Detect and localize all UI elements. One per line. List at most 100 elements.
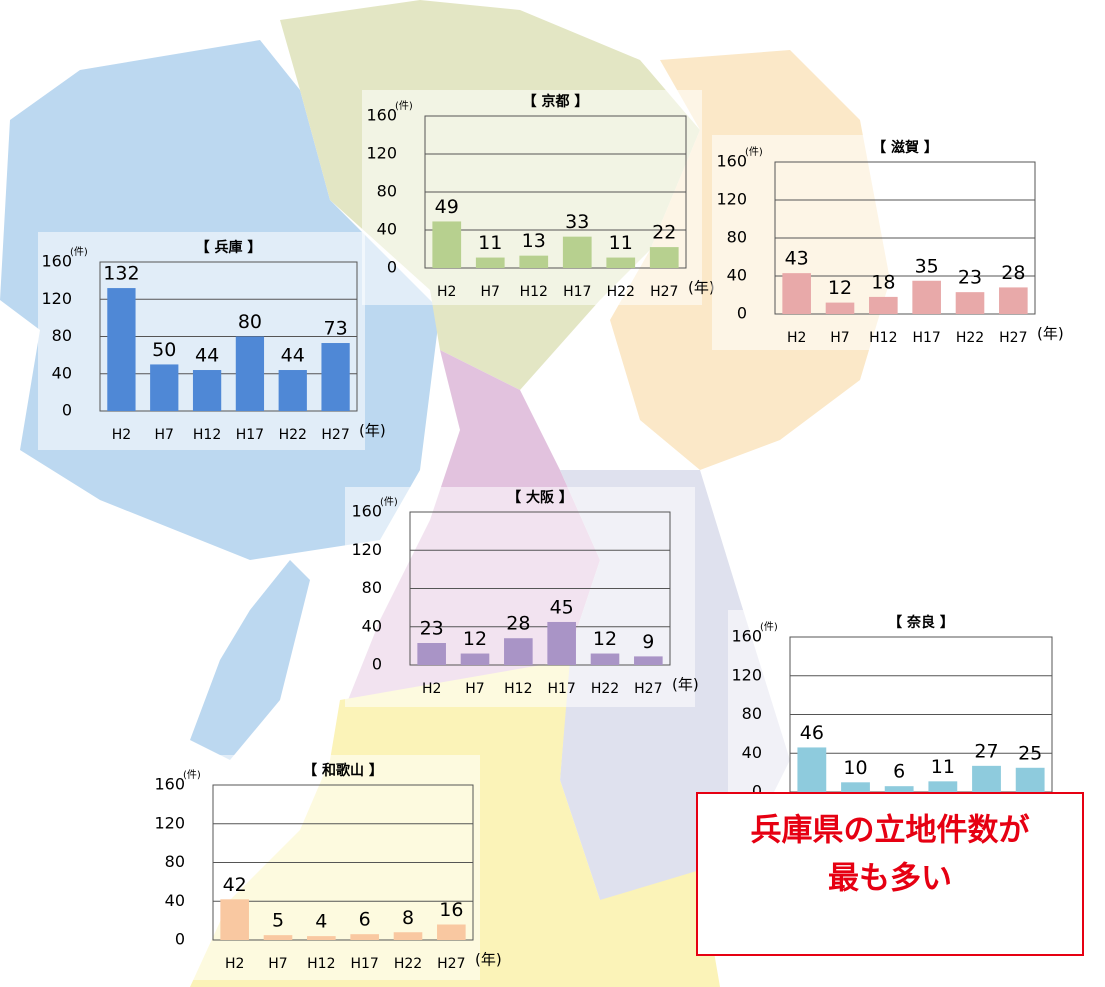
chart-title: 【 滋賀 】: [872, 139, 938, 156]
plot-frame: [212, 784, 474, 941]
x-tick-label: H7: [465, 681, 484, 697]
x-tick-label: H2: [112, 427, 131, 443]
note-line: 最も多い: [828, 861, 952, 897]
bar: [606, 257, 636, 268]
value-label: 13: [522, 230, 546, 252]
y-tick-label: 0: [387, 258, 397, 277]
x-tick-label: H7: [830, 330, 849, 346]
x-unit: (年): [359, 422, 386, 440]
x-tick-label: H22: [956, 330, 984, 346]
bar: [841, 782, 870, 792]
chart-title: 【 大阪 】: [507, 489, 573, 506]
y-unit: (件): [70, 246, 88, 258]
chart-title: 【 和歌山 】: [303, 762, 383, 779]
bar: [782, 273, 811, 314]
value-label: 6: [359, 909, 371, 931]
x-tick-label: H7: [155, 427, 174, 443]
x-tick-label: H2: [787, 330, 806, 346]
value-label: 46: [800, 722, 824, 744]
value-label: 18: [871, 271, 895, 293]
y-tick-label: 160: [731, 627, 762, 646]
bar: [797, 747, 827, 792]
bar: [519, 255, 549, 268]
value-label: 23: [958, 267, 982, 289]
y-tick-label: 0: [752, 782, 762, 801]
panel: [712, 135, 1042, 350]
y-tick-label: 40: [52, 363, 72, 382]
x-unit: (年): [1037, 325, 1064, 343]
y-tick-label: 120: [731, 665, 762, 684]
bar: [350, 934, 379, 940]
panel: [362, 90, 702, 305]
x-tick-label: H27: [321, 427, 349, 443]
value-label: 28: [506, 613, 530, 635]
value-label: 44: [281, 345, 305, 367]
bar: [869, 296, 898, 314]
y-unit: (件): [380, 496, 398, 508]
y-tick-label: 80: [727, 228, 747, 247]
panel: [160, 755, 480, 980]
plot-frame: [774, 161, 1036, 315]
value-label: 12: [828, 277, 852, 299]
y-tick-label: 120: [351, 540, 382, 559]
value-label: 45: [550, 596, 574, 618]
bar: [912, 280, 941, 314]
x-tick-label: H12: [520, 284, 548, 300]
region-awaji: [190, 560, 310, 760]
x-tick-label: H27: [634, 681, 662, 697]
y-tick-label: 120: [154, 813, 185, 832]
value-label: 11: [931, 756, 955, 778]
value-label: 44: [195, 345, 219, 367]
y-tick-label: 0: [737, 304, 747, 323]
x-unit: (年): [475, 951, 502, 969]
y-tick-label: 160: [351, 502, 382, 521]
bar: [235, 336, 265, 411]
y-unit: (件): [183, 769, 201, 781]
plot-frame: [409, 511, 671, 666]
bar: [649, 247, 679, 268]
bar: [825, 302, 855, 314]
x-tick-label: H27: [999, 330, 1027, 346]
bar: [107, 288, 136, 411]
note-line: 兵庫県の立地件数が: [751, 813, 1030, 849]
bar: [321, 343, 350, 411]
chart-title: 【 奈良 】: [888, 614, 954, 631]
value-label: 12: [463, 628, 487, 650]
value-label: 16: [439, 899, 463, 921]
x-tick-label: H12: [504, 681, 532, 697]
x-unit: (年): [672, 676, 699, 694]
value-label: 42: [223, 874, 247, 896]
bar: [460, 653, 490, 665]
value-label: 33: [565, 211, 589, 233]
value-label: 10: [843, 757, 867, 779]
y-tick-label: 80: [742, 704, 762, 723]
bar: [884, 786, 914, 792]
x-tick-label: H12: [307, 956, 335, 972]
x-tick-label: H12: [193, 427, 221, 443]
y-unit: (件): [760, 621, 778, 633]
bar: [307, 936, 336, 940]
value-label: 49: [435, 196, 459, 218]
value-label: 8: [402, 907, 414, 929]
x-tick-label: H22: [279, 427, 307, 443]
x-tick-label: H12: [869, 330, 897, 346]
bar: [504, 638, 533, 665]
y-tick-label: 40: [727, 266, 747, 285]
y-tick-label: 0: [372, 655, 382, 674]
bar: [417, 643, 446, 665]
y-tick-label: 40: [742, 743, 762, 762]
y-tick-label: 80: [377, 182, 397, 201]
y-tick-label: 40: [377, 220, 397, 239]
value-label: 28: [1001, 262, 1025, 284]
bar: [928, 781, 958, 792]
x-tick-label: H7: [268, 956, 287, 972]
y-unit: (件): [395, 100, 413, 112]
x-unit: (年): [688, 279, 715, 297]
value-label: 35: [915, 255, 939, 277]
bar: [263, 935, 293, 940]
bar: [393, 932, 423, 940]
y-tick-label: 80: [362, 578, 382, 597]
x-tick-label: H22: [591, 681, 619, 697]
value-label: 50: [152, 339, 176, 361]
